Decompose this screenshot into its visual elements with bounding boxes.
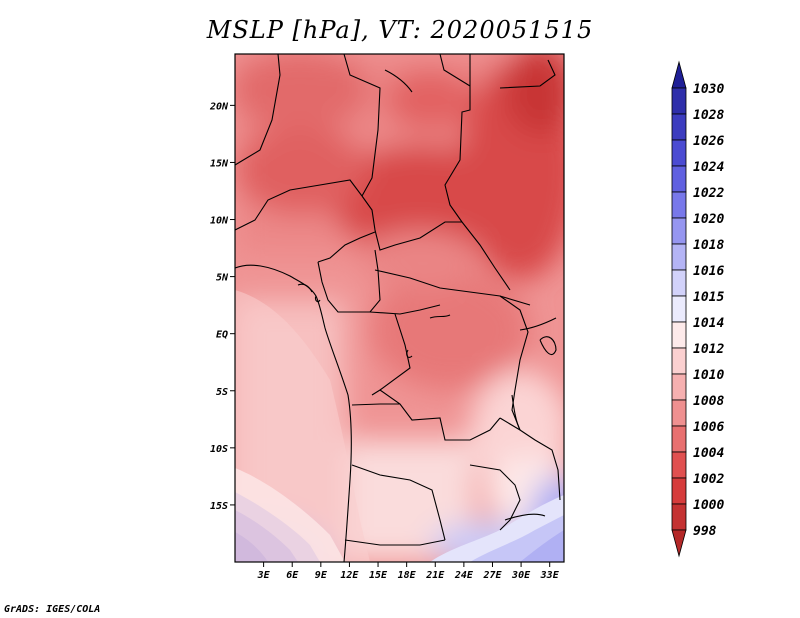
x-tick-label: 30E: [511, 570, 531, 581]
colorbar-swatch: [671, 321, 687, 349]
colorbar-level-label: 1010: [693, 368, 724, 383]
colorbar-level-label: 1022: [693, 186, 724, 201]
x-tick-label: 9E: [315, 570, 328, 581]
colorbar-swatch: [671, 217, 687, 245]
colorbar-swatch: [671, 425, 687, 453]
grads-credit: GrADS: IGES/COLA: [4, 604, 101, 615]
y-tick-label: 10S: [210, 444, 228, 455]
colorbar-swatch: [671, 269, 687, 297]
colorbar-level-label: 1006: [693, 420, 724, 435]
map-title: MSLP [hPa], VT: 2020051515: [206, 16, 594, 44]
map-frame: [234, 53, 565, 563]
colorbar-level-label: 1024: [693, 160, 724, 175]
y-tick-label: 20N: [209, 101, 229, 112]
colorbar-swatch: [671, 113, 687, 141]
y-tick-label: 10N: [210, 216, 229, 227]
colorbar-swatch: [671, 139, 687, 167]
colorbar-swatch: [671, 191, 687, 219]
pressure-field: [235, 54, 564, 562]
country-borders: [235, 54, 561, 562]
colorbar-level-label: 1002: [693, 472, 724, 487]
colorbar-level-label: 1028: [693, 108, 724, 123]
x-tick-label: 15E: [369, 570, 388, 581]
x-tick-label: 18E: [398, 570, 417, 581]
colorbar-level-label: 998: [693, 524, 717, 539]
colorbar-level-label: 1000: [693, 498, 724, 513]
colorbar-level-label: 1014: [693, 316, 724, 331]
x-tick-label: 24E: [454, 570, 474, 581]
longitude-ticks: 3E 6E 9E 12E 15E 18E 21E 24E 27E 30E 33E: [257, 562, 560, 581]
colorbar-level-label: 1015: [693, 290, 724, 305]
latitude-ticks: 20N 15N 10N 5N EQ 5S 10S 15S: [209, 101, 235, 512]
colorbar-level-label: 1026: [693, 134, 724, 149]
y-tick-label: 15S: [210, 501, 228, 512]
colorbar-level-label: 1008: [693, 394, 724, 409]
x-tick-label: 27E: [482, 570, 502, 581]
colorbar-level-label: 1018: [693, 238, 724, 253]
colorbar-swatch: [671, 503, 687, 531]
colorbar-level-label: 1004: [693, 446, 724, 461]
colorbar-level-label: 1020: [693, 212, 724, 227]
x-tick-label: 12E: [340, 570, 359, 581]
y-tick-label: 5N: [216, 273, 229, 284]
colorbar-bottom-arrow: [671, 529, 687, 558]
x-tick-label: 33E: [540, 570, 560, 581]
colorbar-swatch: [671, 347, 687, 375]
x-tick-label: 6E: [286, 570, 299, 581]
x-tick-label: 3E: [257, 570, 271, 581]
colorbar-swatch: [671, 451, 687, 479]
colorbar-swatch: [671, 87, 687, 115]
y-tick-label: 15N: [210, 158, 229, 169]
colorbar-swatch: [671, 243, 687, 271]
x-tick-label: 21E: [425, 570, 445, 581]
colorbar-level-label: 1012: [693, 342, 724, 357]
colorbar-top-arrow: [671, 60, 687, 89]
colorbar-swatch: [671, 477, 687, 505]
colorbar-swatch: [671, 165, 687, 193]
y-tick-label: 5S: [216, 387, 228, 398]
colorbar-level-label: 1030: [693, 82, 724, 97]
colorbar-level-label: 1016: [693, 264, 724, 279]
colorbar-swatch: [671, 399, 687, 427]
colorbar-swatch: [671, 295, 687, 323]
colorbar-swatch: [671, 373, 687, 401]
y-tick-label: EQ: [216, 330, 228, 341]
